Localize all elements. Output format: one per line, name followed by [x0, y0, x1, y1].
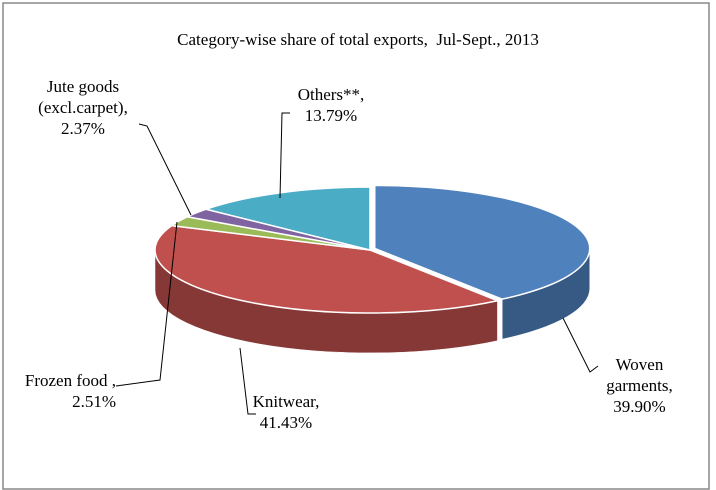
data-label: Frozen food , 2.51%	[8, 370, 116, 412]
leader-line	[138, 123, 192, 216]
category-label: Woven garments,	[606, 355, 673, 395]
leader-line	[115, 221, 178, 387]
slice	[374, 184, 591, 300]
value-label: 2.51%	[72, 392, 116, 411]
category-label: Others**,	[297, 85, 365, 104]
leader-line	[562, 317, 599, 373]
category-label: Knitwear,	[252, 392, 320, 411]
value-label: 2.37%	[61, 119, 105, 138]
leader-line	[279, 112, 290, 199]
value-label: 41.43%	[259, 413, 313, 432]
slice	[154, 224, 501, 314]
data-label: Knitwear, 41.43%	[236, 391, 336, 433]
chart-title: Category-wise share of total exports, Ju…	[177, 30, 539, 49]
value-label: 13.79%	[304, 106, 358, 125]
data-label: Others**, 13.79%	[276, 84, 386, 126]
data-label: Woven garments, 39.90%	[592, 354, 687, 417]
data-label: Jute goods (excl.carpet), 2.37%	[24, 76, 142, 139]
category-label: Frozen food ,	[24, 371, 116, 390]
leader-line	[239, 347, 256, 415]
value-label: 39.90%	[613, 397, 666, 416]
category-label: Jute goods (excl.carpet),	[38, 77, 128, 117]
